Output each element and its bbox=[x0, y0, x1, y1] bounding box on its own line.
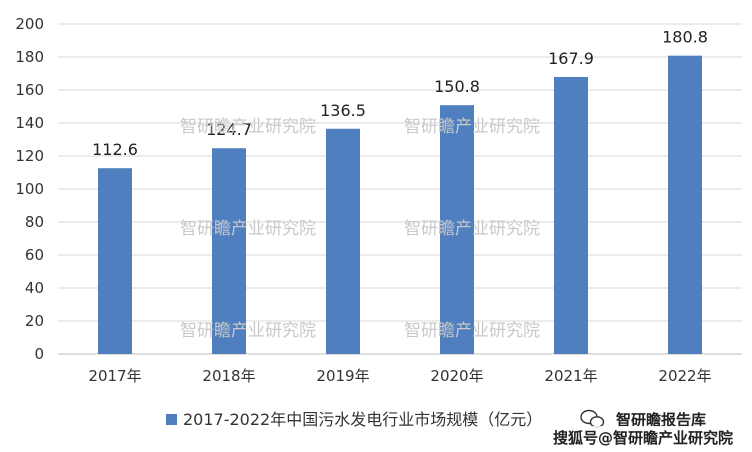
sohu-source: 搜狐号@智研瞻产业研究院 bbox=[548, 426, 744, 448]
bar bbox=[554, 76, 588, 354]
sohu-source-text: 搜狐号@智研瞻产业研究院 bbox=[553, 429, 733, 447]
y-axis-tick-labels: 0 20 40 60 80 100 120 140 160 180 200 bbox=[15, 15, 44, 363]
bar bbox=[668, 55, 702, 355]
watermarks: 智研瞻产业研究院 智研瞻产业研究院 智研瞻产业研究院 智研瞻产业研究院 智研瞻产… bbox=[180, 117, 540, 341]
x-tick-label: 2018年 bbox=[202, 367, 255, 385]
watermark-text: 智研瞻产业研究院 bbox=[404, 219, 540, 239]
data-label: 150.8 bbox=[434, 77, 480, 96]
bars bbox=[98, 55, 702, 355]
x-axis-tick-labels: 2017年 2018年 2019年 2020年 2021年 2022年 bbox=[88, 367, 711, 385]
bar bbox=[440, 105, 474, 355]
data-label: 136.5 bbox=[320, 101, 366, 120]
watermark-text: 智研瞻产业研究院 bbox=[404, 321, 540, 341]
legend-label: 2017-2022年中国污水发电行业市场规模（亿元） bbox=[183, 410, 542, 429]
data-label: 167.9 bbox=[548, 49, 594, 68]
data-label: 124.7 bbox=[206, 120, 252, 139]
bar bbox=[326, 128, 360, 354]
bar bbox=[212, 148, 246, 354]
y-tick-label: 200 bbox=[15, 15, 44, 33]
data-label: 112.6 bbox=[92, 140, 138, 159]
legend-swatch bbox=[166, 414, 177, 425]
x-tick-label: 2022年 bbox=[658, 367, 711, 385]
x-tick-label: 2021年 bbox=[544, 367, 597, 385]
x-tick-label: 2019年 bbox=[316, 367, 369, 385]
x-tick-label: 2017年 bbox=[88, 367, 141, 385]
y-tick-label: 20 bbox=[25, 312, 44, 330]
y-tick-label: 100 bbox=[15, 180, 44, 198]
x-tick-label: 2020年 bbox=[430, 367, 483, 385]
watermark-text: 智研瞻产业研究院 bbox=[404, 117, 540, 137]
watermark-text: 智研瞻产业研究院 bbox=[180, 321, 316, 341]
y-tick-label: 180 bbox=[15, 48, 44, 66]
legend: 2017-2022年中国污水发电行业市场规模（亿元） bbox=[166, 410, 542, 429]
wechat-source: 智研瞻报告库 bbox=[580, 409, 706, 429]
wechat-icon bbox=[580, 409, 605, 428]
wechat-account-name: 智研瞻报告库 bbox=[616, 411, 706, 429]
gridlines bbox=[58, 23, 742, 355]
y-tick-label: 120 bbox=[15, 147, 44, 165]
data-label: 180.8 bbox=[662, 28, 708, 47]
watermark-text: 智研瞻产业研究院 bbox=[180, 219, 316, 239]
y-tick-label: 160 bbox=[15, 81, 44, 99]
sohu-badge-bg bbox=[548, 426, 744, 448]
y-tick-label: 60 bbox=[25, 246, 44, 264]
y-tick-label: 80 bbox=[25, 213, 44, 231]
data-labels: 112.6 124.7 136.5 150.8 167.9 180.8 bbox=[92, 28, 708, 160]
y-tick-label: 0 bbox=[34, 345, 44, 363]
y-tick-label: 140 bbox=[15, 114, 44, 132]
bar bbox=[98, 168, 132, 354]
watermark-text: 智研瞻产业研究院 bbox=[180, 117, 316, 137]
y-tick-label: 40 bbox=[25, 279, 44, 297]
